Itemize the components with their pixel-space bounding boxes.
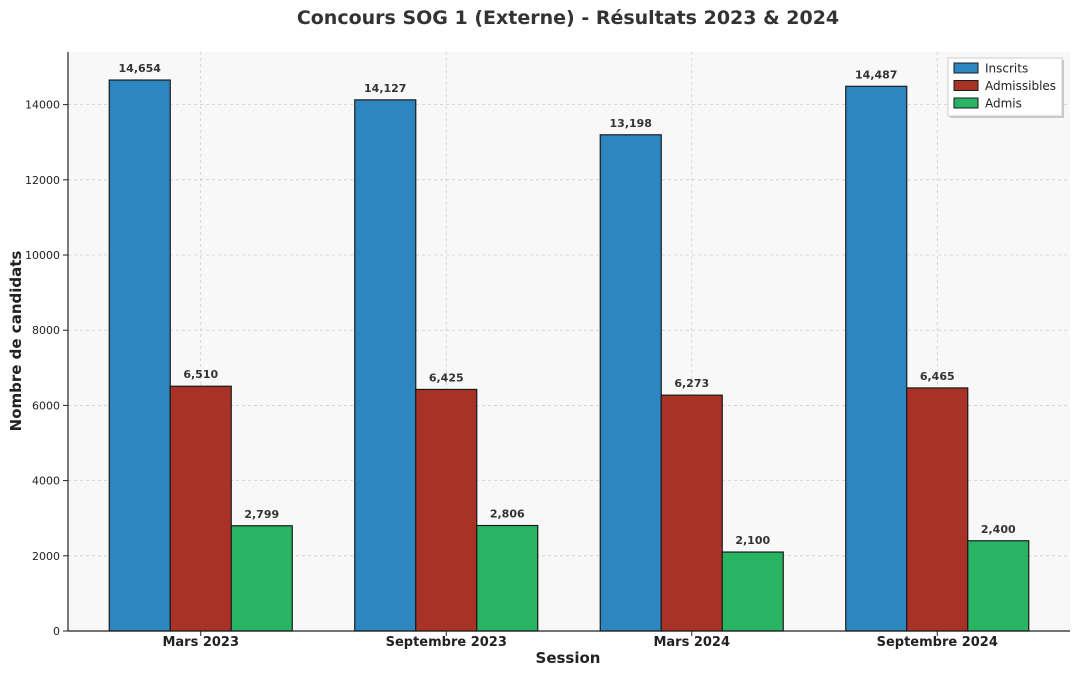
bar-admis: [476, 524, 539, 632]
bar-admissibles: [660, 394, 723, 632]
bar-inscrits: [845, 85, 908, 632]
legend-swatch: [953, 62, 979, 74]
x-tick-label: Mars 2024: [653, 635, 730, 650]
bar-value-label: 13,198: [610, 117, 652, 130]
y-tick-label: 2000: [32, 550, 60, 563]
y-tick-label: 4000: [32, 475, 60, 488]
bar-inscrits: [108, 79, 171, 632]
legend-swatch: [953, 97, 979, 109]
bar-value-label: 14,654: [119, 62, 162, 75]
y-tick-label: 0: [53, 625, 60, 638]
x-axis-label: Session: [536, 649, 601, 667]
axes: 0 2000 4000 6000 8000 10000 12000 14000 Mars 202…: [25, 52, 1070, 650]
y-tick-label: 6000: [32, 399, 60, 412]
bar-value-label: 14,127: [364, 82, 406, 95]
bar-value-label: 2,806: [490, 508, 525, 521]
bar-value-label: 6,273: [674, 377, 709, 390]
bar-admis: [721, 551, 784, 632]
bar-admis: [967, 540, 1030, 632]
y-tick-label: 10000: [25, 249, 60, 262]
y-tick-label: 8000: [32, 324, 60, 337]
x-tick-label: Mars 2023: [162, 635, 239, 650]
bar-value-label: 2,799: [244, 508, 279, 521]
bar-admissibles: [906, 387, 969, 632]
bars: [108, 79, 1030, 632]
y-axis-label: Nombre de candidats: [7, 251, 25, 432]
legend-label: Inscrits: [985, 62, 1028, 76]
y-tick-label: 14000: [25, 99, 60, 112]
bar-value-label: 2,400: [981, 523, 1016, 536]
bar-admissibles: [415, 388, 478, 632]
legend-label: Admissibles: [985, 79, 1056, 93]
data-labels: 14,654 14,127 13,198 14,487 6,510 6,425 6,273 6…: [119, 62, 1016, 547]
bar-admis: [230, 525, 293, 632]
x-tick-label: Septembre 2024: [877, 635, 998, 650]
chart-title: Concours SOG 1 (Externe) - Résultats 202…: [297, 7, 839, 29]
bar-value-label: 6,510: [183, 368, 218, 381]
y-tick-label: 12000: [25, 174, 60, 187]
bar-inscrits: [599, 134, 662, 632]
x-tick-label: Septembre 2023: [386, 635, 507, 650]
bar-value-label: 14,487: [855, 68, 897, 81]
bar-value-label: 6,465: [920, 370, 955, 383]
bar-inscrits: [354, 99, 417, 632]
bar-admissibles: [169, 385, 232, 632]
legend: Inscrits Admissibles Admis: [947, 57, 1064, 118]
legend-label: Admis: [985, 97, 1022, 111]
bar-value-label: 6,425: [429, 371, 464, 384]
bar-value-label: 2,100: [735, 534, 770, 547]
legend-swatch: [953, 80, 979, 91]
